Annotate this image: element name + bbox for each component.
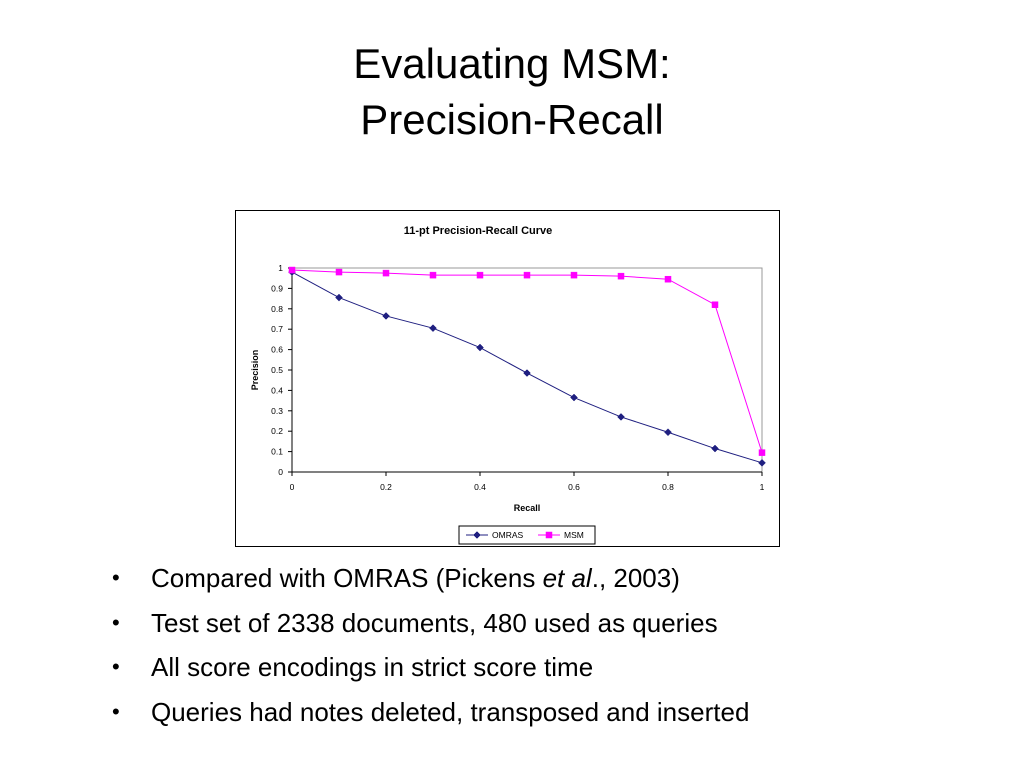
y-tick-label: 0.3 xyxy=(271,406,283,416)
bullet-text: Compared with OMRAS (Pickens xyxy=(151,563,543,593)
x-tick-label: 0.8 xyxy=(662,482,674,492)
series-line-msm xyxy=(291,269,763,453)
bullet-text: Test set of 2338 documents, 480 used as … xyxy=(151,607,718,638)
y-tick-label: 1 xyxy=(278,263,283,273)
y-tick-label: 0 xyxy=(278,467,283,477)
bullet-marker: • xyxy=(112,609,120,635)
slide-title-line-2: Precision-Recall xyxy=(360,96,664,143)
data-point-omras xyxy=(429,324,437,333)
x-axis-ticks: 0 0.2 0.4 0.6 0.8 1 xyxy=(290,472,765,492)
y-axis-ticks: 0 0.1 0.2 0.3 0.4 0.5 0.6 0.7 0.8 0.9 1 xyxy=(271,263,292,477)
bullet-marker: • xyxy=(112,654,120,679)
y-tick-label: 0.6 xyxy=(271,345,283,355)
data-point-omras xyxy=(617,413,625,421)
slide-title-line-1: Evaluating MSM: xyxy=(353,40,671,87)
data-point-omras xyxy=(382,312,390,320)
data-point-msm xyxy=(664,275,672,283)
x-tick-label: 0.4 xyxy=(474,482,486,492)
data-point-omras xyxy=(335,293,343,302)
legend-entry-omras: OMRAS xyxy=(466,530,524,540)
bullet-text: Queries had notes deleted, transposed an… xyxy=(151,696,750,727)
chart-legend: OMRAS MSM xyxy=(458,525,596,545)
y-tick-label: 0.7 xyxy=(271,324,283,334)
data-point-msm xyxy=(382,269,390,277)
data-point-omras xyxy=(476,343,484,352)
legend-box xyxy=(458,525,596,545)
y-tick-label: 0.8 xyxy=(271,304,283,314)
y-axis-label: Precision xyxy=(250,350,260,391)
data-point-omras xyxy=(570,393,578,402)
y-tick-label: 0.5 xyxy=(271,365,283,375)
series-layer xyxy=(288,266,766,467)
x-tick-label: 0.6 xyxy=(568,482,580,492)
x-tick-label: 1 xyxy=(760,482,765,492)
bullet-item: • Test set of 2338 documents, 480 used a… xyxy=(112,601,992,646)
y-tick-label: 0.2 xyxy=(271,426,283,436)
data-point-msm xyxy=(429,271,437,279)
y-tick-label: 0.9 xyxy=(271,283,283,293)
legend-label: MSM xyxy=(564,530,584,540)
data-point-msm xyxy=(711,301,719,308)
chart-title: 11-pt Precision-Recall Curve xyxy=(404,225,553,237)
slide-title: Evaluating MSM: Precision-Recall xyxy=(0,36,1024,148)
bullet-marker: • xyxy=(112,698,120,724)
data-point-msm xyxy=(335,268,343,276)
bullet-text: All score encodings in strict score time xyxy=(151,652,594,682)
x-tick-label: 0 xyxy=(290,482,295,492)
bullet-item: • All score encodings in strict score ti… xyxy=(112,645,992,690)
legend-label: OMRAS xyxy=(492,530,524,540)
legend-swatch-marker xyxy=(545,531,553,539)
data-point-omras xyxy=(758,458,766,467)
y-tick-label: 0.1 xyxy=(271,447,283,457)
data-point-msm xyxy=(523,271,531,279)
data-point-msm xyxy=(288,266,296,274)
x-tick-label: 0.2 xyxy=(380,482,392,492)
data-point-omras xyxy=(711,444,719,453)
series-line-omras xyxy=(291,271,763,464)
chart-canvas: 11-pt Precision-Recall Curve 00.10.20.30… xyxy=(250,225,766,545)
bullet-text: ., 2003) xyxy=(591,563,680,593)
precision-recall-chart: 11-pt Precision-Recall Curve 0 0.1 0.2 0.3 0… xyxy=(235,210,780,547)
y-tick-label: 0.4 xyxy=(271,385,283,395)
data-point-omras xyxy=(664,428,672,437)
series-msm xyxy=(288,266,766,456)
bullet-item: • Compared with OMRAS (Pickens et al., 2… xyxy=(112,556,992,601)
data-point-msm xyxy=(758,449,766,456)
bullet-list: • Compared with OMRAS (Pickens et al., 2… xyxy=(112,556,992,734)
data-point-omras xyxy=(523,369,531,377)
bullet-marker: • xyxy=(112,565,120,590)
data-point-msm xyxy=(570,271,578,279)
legend-swatch-marker xyxy=(473,531,481,539)
data-point-msm xyxy=(617,272,625,280)
legend-entry-msm: MSM xyxy=(538,530,584,540)
x-axis-label: Recall xyxy=(514,503,541,513)
bullet-item: • Queries had notes deleted, transposed … xyxy=(112,690,992,735)
data-point-msm xyxy=(476,271,484,279)
bullet-text-italic: et al xyxy=(542,563,592,593)
series-omras xyxy=(288,268,766,467)
